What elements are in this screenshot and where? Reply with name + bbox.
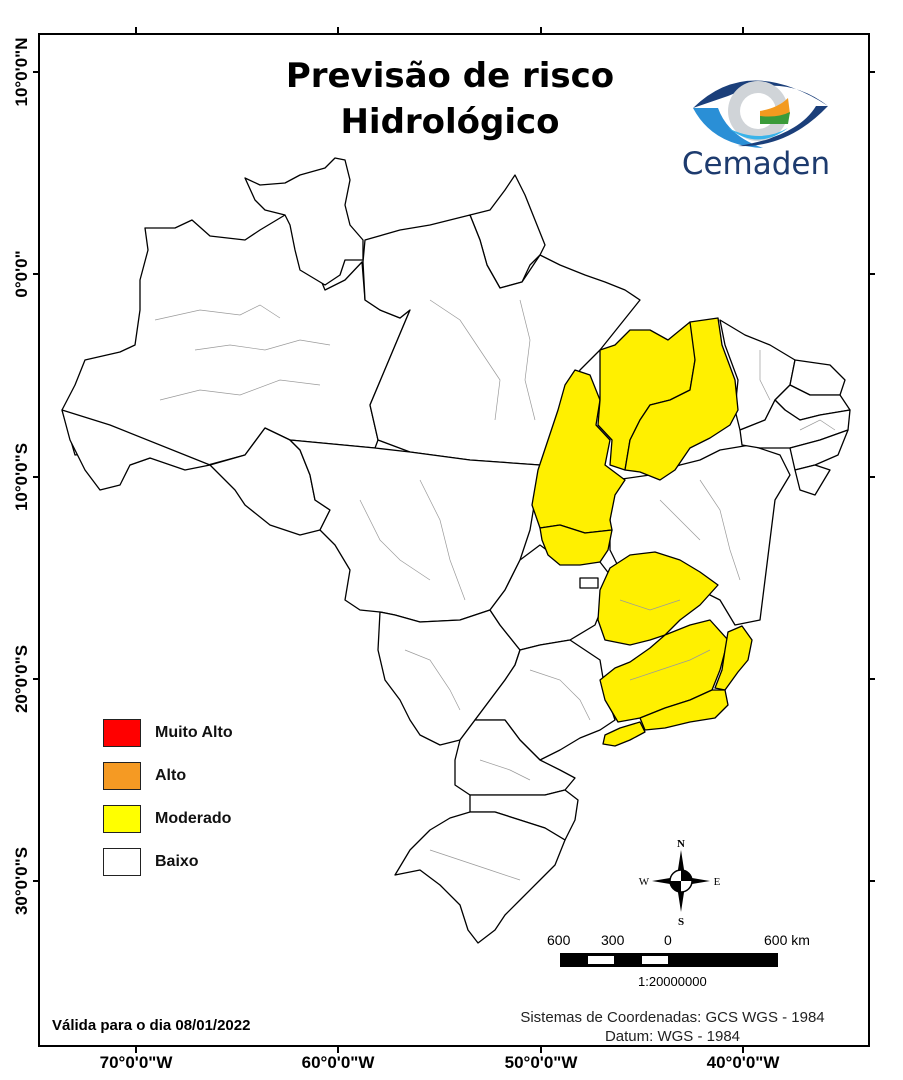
legend-item-moderado: Moderado — [103, 797, 233, 840]
region-sao-paulo-coast — [602, 721, 646, 747]
compass-w: W — [639, 876, 650, 888]
scale-bar-segment — [588, 956, 614, 964]
region-goias-north — [539, 524, 613, 566]
tick-left-0 — [33, 273, 39, 275]
tick-right-0 — [869, 273, 875, 275]
state-acre — [61, 409, 211, 491]
compass-s: S — [678, 916, 684, 928]
legend-item-alto: Alto — [103, 754, 233, 797]
logo-text: Cemaden — [681, 146, 831, 182]
tick-left-10s — [33, 476, 39, 478]
tick-bottom-40w — [742, 1046, 744, 1053]
tick-left-10n — [33, 71, 39, 73]
region-espirito-santo — [714, 625, 753, 691]
region-piaui — [624, 317, 739, 481]
legend-label: Moderado — [155, 809, 232, 827]
tick-right-30s — [869, 880, 875, 882]
cemaden-eye-logo-icon — [693, 80, 828, 148]
tick-bottom-60w — [337, 1046, 339, 1053]
scale-label-600-left: 600 — [547, 932, 571, 948]
coordinate-system: Sistemas de Coordenadas: GCS WGS - 1984 … — [480, 1008, 865, 1046]
legend-swatch-muito-alto — [103, 718, 141, 747]
states-baixo — [61, 157, 851, 944]
lon-label-70w: 70°0'0"W — [99, 1053, 173, 1072]
tick-bottom-50w — [540, 1046, 542, 1053]
compass-n: N — [677, 838, 685, 850]
legend-swatch-baixo — [103, 847, 141, 876]
tick-top-40w — [540, 27, 542, 34]
compass-rose-icon: N S E W — [639, 838, 721, 928]
state-sao-paulo — [474, 639, 616, 761]
title-line-2: Hidrológico — [340, 102, 560, 142]
scale-label-300: 300 — [601, 932, 625, 948]
scale-label-600-km: 600 km — [764, 932, 810, 948]
legend-label: Baixo — [155, 852, 199, 870]
tick-right-20s — [869, 678, 875, 680]
legend-swatch-moderado — [103, 804, 141, 833]
state-parana — [454, 719, 576, 796]
compass-e: E — [714, 876, 721, 888]
lon-label-40w: 40°0'0"W — [706, 1053, 780, 1072]
state-roraima — [244, 157, 364, 286]
tick-top-60w — [135, 27, 137, 34]
map-title: Previsão de risco Hidrológico — [230, 53, 670, 145]
legend-label: Alto — [155, 766, 187, 784]
legend: Muito Alto Alto Moderado Baixo — [103, 711, 233, 883]
tick-top-30w — [742, 27, 744, 34]
legend-label: Muito Alto — [155, 723, 233, 741]
coord-system-text: Sistemas de Coordenadas: GCS WGS - 1984 — [520, 1009, 825, 1026]
tick-top-50w — [337, 27, 339, 34]
mesoregion-borders — [154, 299, 836, 881]
scale-ratio: 1:20000000 — [638, 974, 707, 989]
state-para — [362, 214, 641, 466]
title-line-1: Previsão de risco — [285, 56, 615, 96]
state-pernambuco — [739, 399, 851, 449]
legend-item-baixo: Baixo — [103, 840, 233, 883]
scale-bar-segment — [642, 956, 668, 964]
region-rio-de-janeiro — [639, 689, 729, 731]
tick-right-10n — [869, 71, 875, 73]
tick-bottom-70w — [135, 1046, 137, 1053]
regions-moderado — [531, 317, 753, 747]
lon-label-60w: 60°0'0"W — [301, 1053, 375, 1072]
legend-item-muito-alto: Muito Alto — [103, 711, 233, 754]
tick-right-10s — [869, 476, 875, 478]
state-sergipe — [794, 464, 831, 496]
tick-left-20s — [33, 678, 39, 680]
region-minas-north — [597, 551, 719, 646]
scale-label-0: 0 — [664, 932, 672, 948]
datum-text: Datum: WGS - 1984 — [604, 1028, 741, 1045]
tick-left-30s — [33, 880, 39, 882]
lon-label-50w: 50°0'0"W — [504, 1053, 578, 1072]
state-rio-grande-do-sul — [394, 811, 566, 944]
legend-swatch-alto — [103, 761, 141, 790]
scale-bar — [560, 953, 778, 967]
state-df — [579, 577, 599, 589]
valid-date: Válida para o dia 08/01/2022 — [52, 1017, 251, 1034]
